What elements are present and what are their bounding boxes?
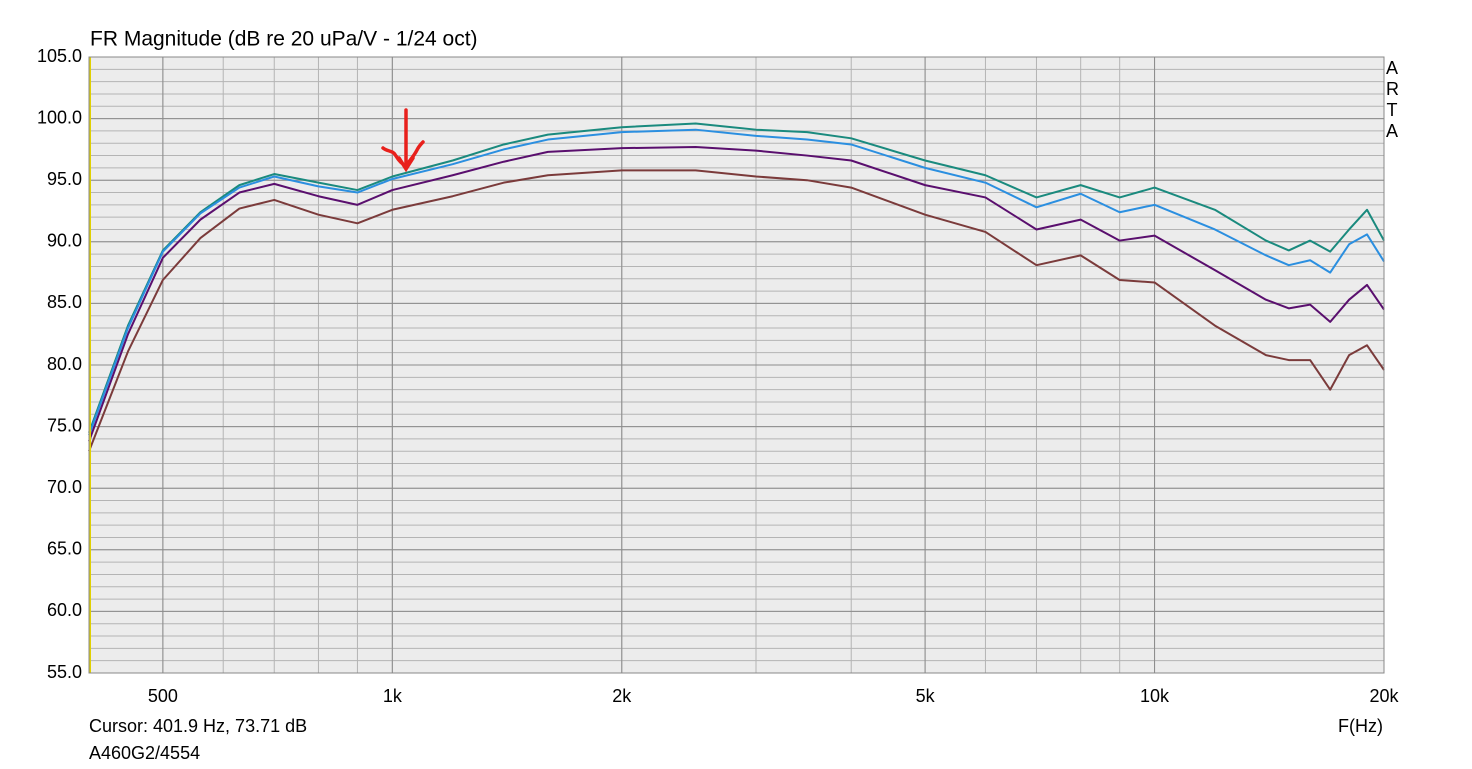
- y-tick-label: 75.0: [47, 415, 82, 435]
- chart-title: FR Magnitude (dB re 20 uPa/V - 1/24 oct): [90, 28, 478, 51]
- x-tick-label: 5k: [916, 686, 936, 706]
- series-line: [88, 128, 1385, 436]
- lines: [88, 122, 1385, 452]
- y-tick-label: 80.0: [47, 354, 82, 374]
- y-tick-label: 100.0: [37, 107, 82, 127]
- x-tick-label: 1k: [383, 686, 403, 706]
- y-tick-label: 60.0: [47, 600, 82, 620]
- x-axis-label: F(Hz): [1338, 716, 1383, 736]
- x-tick-label: 10k: [1140, 686, 1170, 706]
- series-line: [88, 145, 1385, 442]
- y-tick-label: 65.0: [47, 539, 82, 559]
- x-tick-label: 20k: [1369, 686, 1399, 706]
- plot-frame: [88, 56, 1385, 674]
- y-tick-label: 55.0: [47, 662, 82, 682]
- device-label: A460G2/4554: [89, 743, 200, 763]
- y-tick-label: 85.0: [47, 292, 82, 312]
- y-tick-label: 105.0: [37, 46, 82, 66]
- arrow-annotation: [381, 108, 425, 173]
- brand-label: ARTA: [1386, 58, 1399, 141]
- series-line: [88, 122, 1385, 434]
- y-tick-label: 70.0: [47, 477, 82, 497]
- x-tick-label: 500: [148, 686, 178, 706]
- y-tick-label: 95.0: [47, 169, 82, 189]
- y-tick-label: 90.0: [47, 231, 82, 251]
- x-tick-label: 2k: [612, 686, 632, 706]
- series-line: [88, 169, 1385, 452]
- cursor-readout: Cursor: 401.9 Hz, 73.71 dB: [89, 716, 307, 736]
